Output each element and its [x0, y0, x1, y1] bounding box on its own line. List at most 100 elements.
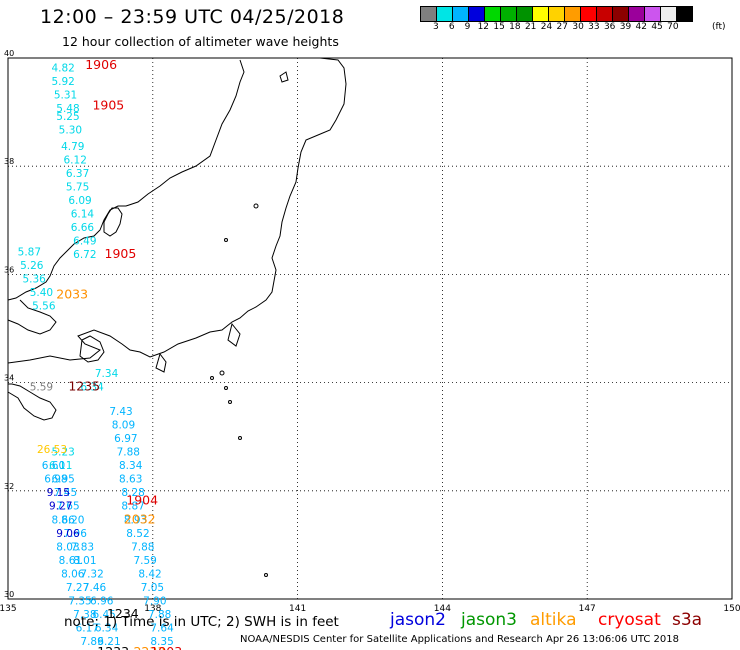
color-scale-labels: 3 6 9 12 15 18 21 24 27 30 33 36 39 42 45 70 [428, 22, 681, 32]
color-scale-label: 18 [509, 22, 521, 32]
wave-height-value: 6.96 [90, 595, 114, 607]
wave-height-value: 7.46 [83, 582, 107, 594]
wave-height-value: 5.48 [56, 103, 79, 115]
pass-time-label: 1906 [85, 57, 117, 72]
wave-height-value: 8.06 [61, 568, 85, 580]
wave-height-value: 5.31 [54, 90, 77, 102]
color-swatch [676, 6, 693, 22]
wave-height-value: 4.82 [51, 63, 74, 75]
wave-height-value: 5.75 [66, 182, 89, 194]
izu-peninsula [155, 352, 167, 373]
y-tick-label: 30 [4, 590, 14, 599]
y-tick-label: 40 [4, 49, 14, 58]
x-tick-label: 150 [723, 604, 740, 614]
noto-peninsula [103, 207, 123, 237]
wave-height-value: 6.11 [49, 460, 72, 472]
x-tick-label: 147 [579, 604, 596, 614]
wave-height-value: 6.09 [68, 195, 91, 207]
wave-height-value: 6.37 [66, 168, 89, 180]
wave-height-value: 6.34 [95, 622, 119, 634]
wave-height-value: 7.27 [66, 582, 89, 594]
wave-height-value: 8.35 [150, 636, 173, 648]
wave-height-value: 8.28 [121, 487, 144, 499]
wave-height-value: 8.66 [51, 514, 75, 526]
wave-height-value: 5.23 [51, 447, 74, 459]
wave-height-value: 5.36 [22, 274, 46, 286]
wave-height-value: 6.97 [114, 433, 137, 445]
wave-height-value: 6.12 [64, 154, 87, 166]
wave-height-value: 7.88 [131, 541, 154, 553]
wave-height-value: 7.96 [64, 528, 88, 540]
honshu-coastline [7, 57, 347, 364]
wave-height-value: 8.09 [112, 420, 135, 432]
sado-island [279, 71, 289, 83]
pass-time-label: 1905 [105, 246, 137, 261]
y-tick-label: 34 [4, 374, 14, 383]
wave-height-value: 6.66 [71, 222, 95, 234]
wave-height-value: 7.88 [148, 609, 171, 621]
page-subtitle: 12 hour collection of altimeter wave hei… [62, 34, 339, 49]
wave-height-value: 8.01 [73, 555, 96, 567]
wave-height-value: 7.35 [68, 595, 91, 607]
color-scale-label: 42 [635, 22, 647, 32]
wave-height-value: 5.30 [59, 125, 82, 137]
wave-height-value: 7.59 [133, 555, 156, 567]
color-scale-label: 3 [433, 22, 439, 32]
pass-time-label: 2032 [124, 511, 156, 526]
color-scale-label: 12 [477, 22, 490, 32]
izu-island-3 [210, 376, 214, 380]
wave-height-value: 8.34 [119, 460, 143, 472]
satellite-legend-altika: altika [530, 610, 577, 630]
coastline [7, 57, 347, 577]
izu-island-4 [228, 400, 232, 404]
lake-mark [253, 203, 259, 209]
altimeter-observations: 4.825.92 5.315.485.25 5.30 4.796.12 6.37 5.75… [18, 57, 183, 650]
color-scale-unit: (ft) [712, 22, 726, 32]
wave-height-value: 26.53 [37, 444, 67, 456]
wave-height-value: 8.93 [124, 514, 147, 526]
wave-height-value: 5.26 [20, 260, 44, 272]
pass-time-label: 2233 [133, 644, 165, 650]
wave-height-value: 7.05 [141, 582, 164, 594]
wave-height-value: 9.27 [49, 501, 72, 513]
wave-height-value: 7.34 [95, 368, 119, 380]
island-hachijo [264, 573, 268, 577]
wave-height-value: 7.64 [150, 622, 174, 634]
wave-height-value: 7.88 [117, 447, 140, 459]
wave-height-value: 8.87 [121, 501, 144, 513]
wave-height-value: 8.20 [61, 514, 84, 526]
color-scale-label: 21 [524, 22, 537, 32]
wave-height-value: 6.34 [80, 382, 104, 394]
y-tick-label: 36 [4, 265, 14, 274]
axis-tick-labels: 135 138 141 144 147 150 40 38 36 34 32 30 [0, 49, 740, 614]
x-tick-label: 135 [0, 604, 17, 614]
credit-line: NOAA/NESDIS Center for Satellite Applica… [240, 634, 679, 645]
wave-height-value: 9.06 [56, 528, 80, 540]
color-scale-label: 70 [667, 22, 679, 32]
boso-peninsula [227, 322, 241, 347]
wave-height-value: 7.83 [71, 541, 94, 553]
kii-peninsula [79, 335, 105, 363]
wave-height-value: 5.87 [18, 246, 41, 258]
wave-height-value: 5.92 [51, 76, 74, 88]
wave-height-value: 7.32 [80, 568, 103, 580]
color-scale-label: 30 [572, 22, 584, 32]
x-tick-label: 141 [289, 604, 306, 614]
pass-time-label: 1235 [68, 379, 100, 394]
pass-time-label: 1905 [92, 97, 124, 112]
pass-time-label: 2033 [56, 287, 88, 302]
satellite-legend-jason2: jason2 [390, 610, 446, 630]
wave-height-value: 8.61 [59, 555, 82, 567]
wave-height-value: 5.56 [32, 301, 56, 313]
wave-height-value: 6.98 [44, 474, 67, 486]
color-scale-bar [420, 6, 693, 22]
wave-height-value: 7.90 [143, 595, 166, 607]
wave-height-value: 8.03 [56, 541, 79, 553]
color-scale-label: 27 [556, 22, 568, 32]
color-scale-label: 36 [603, 22, 616, 32]
color-scale-label: 39 [619, 22, 632, 32]
pass-time-label: 1903 [150, 644, 182, 650]
wave-height-value: 7.65 [56, 501, 79, 513]
pass-time-label: 1233 [97, 644, 129, 650]
wave-height-value: 8.42 [138, 568, 161, 580]
